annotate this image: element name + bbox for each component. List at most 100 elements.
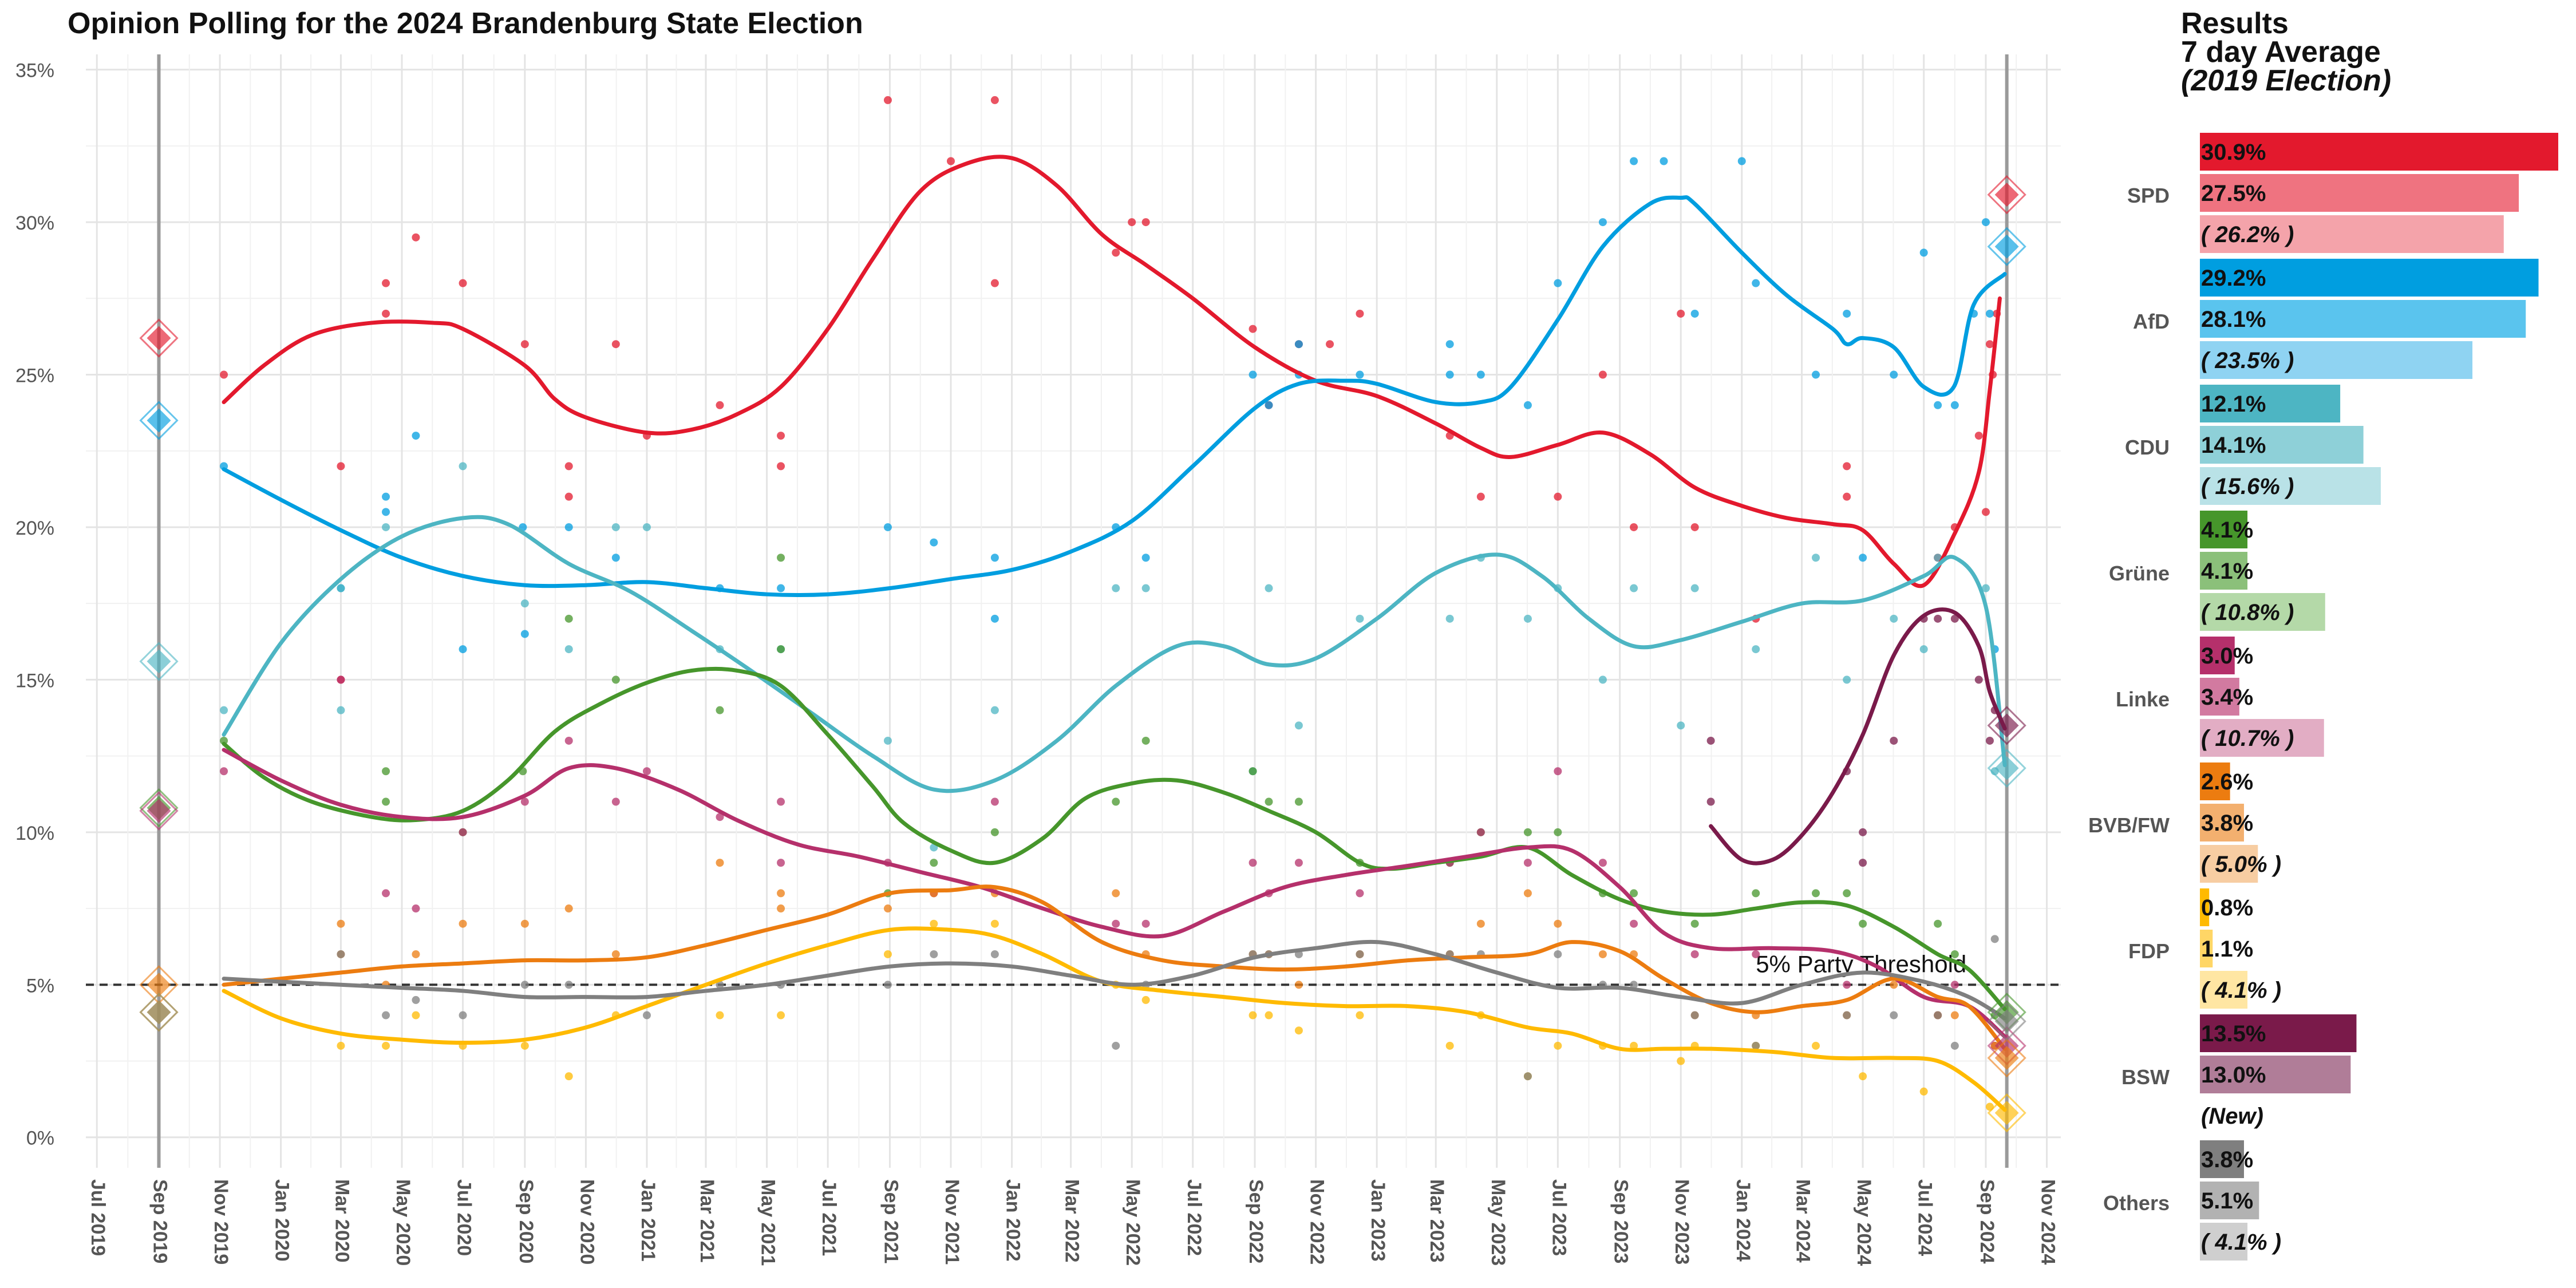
poll-point-afd	[1690, 309, 1699, 318]
poll-point-cdu	[611, 523, 620, 531]
poll-point-spd	[412, 233, 420, 242]
poll-point-cdu	[520, 599, 529, 608]
poll-point-afd	[1249, 370, 1257, 379]
poll-point-cdu	[1445, 614, 1454, 623]
poll-point-linke	[1141, 919, 1150, 928]
poll-point-fdp	[1677, 1057, 1685, 1065]
poll-point-spd	[1112, 248, 1120, 257]
poll-point-spd	[947, 157, 955, 165]
poll-point-spd	[1141, 218, 1150, 227]
poll-point-bsw	[1985, 736, 1994, 745]
poll-point-afd	[1265, 401, 1273, 409]
x-tick-label: Jul 2024	[1914, 1179, 1936, 1256]
y-tick-label: 5%	[26, 975, 54, 997]
bar-bvb-fw-2019-election	[2200, 845, 2258, 883]
x-tick-label: Mar 2022	[1061, 1179, 1083, 1263]
poll-point-afd	[883, 523, 892, 531]
diamond-outline	[1987, 1093, 2026, 1133]
poll-point-bvb-fw	[777, 889, 785, 898]
bar-cdu-2019-election	[2200, 467, 2381, 505]
bar-gruene-results	[2200, 511, 2248, 548]
poll-point-spd	[459, 279, 467, 287]
poll-point-spd	[382, 309, 390, 318]
bar-label-linke-results: 3.0%	[2201, 643, 2253, 669]
poll-point-spd	[990, 279, 999, 287]
x-tick-label: May 2022	[1122, 1179, 1144, 1266]
poll-point-others	[1990, 935, 1999, 943]
bar-label-spd-7-day-average: 27.5%	[2201, 181, 2266, 206]
poll-point-gruene	[220, 736, 228, 745]
bar-label-linke-7-day-average: 3.4%	[2201, 685, 2253, 710]
poll-point-others	[1523, 1072, 1532, 1081]
poll-point-spd	[1326, 340, 1334, 349]
x-tick-label: May 2024	[1853, 1179, 1875, 1266]
results-title-line-2: 7 day Average	[2181, 35, 2381, 69]
poll-point-gruene	[1752, 889, 1760, 898]
poll-point-afd	[930, 538, 938, 547]
poll-point-linke	[564, 736, 573, 745]
diamond-fill	[1994, 756, 2019, 780]
poll-point-afd	[1294, 340, 1303, 349]
bar-bsw-results	[2200, 1014, 2357, 1052]
diamond-fill	[1994, 1033, 2019, 1058]
poll-point-fdp	[564, 1072, 573, 1081]
poll-point-others	[1112, 1041, 1120, 1050]
poll-point-linke	[220, 767, 228, 776]
bar-bvb-fw-results	[2200, 762, 2230, 800]
poll-point-cdu	[1598, 675, 1607, 684]
diamond-fill	[147, 649, 171, 674]
bar-label-cdu-2019-election: ( 15.6% )	[2201, 474, 2294, 499]
x-tick-label: Nov 2022	[1306, 1179, 1328, 1265]
poll-point-others	[1554, 950, 1562, 958]
poll-point-spd	[1981, 508, 1990, 516]
poll-point-linke	[1554, 767, 1562, 776]
bar-label-bvb-fw-results: 2.6%	[2201, 769, 2253, 795]
poll-point-afd	[1141, 554, 1150, 562]
poll-point-fdp	[1919, 1087, 1928, 1096]
poll-point-afd	[1445, 340, 1454, 349]
party-label-bvb-fw: BVB/FW	[2088, 813, 2170, 837]
result-2019-marker-linke	[139, 791, 179, 831]
poll-point-linke	[1690, 950, 1699, 958]
party-label-linke: Linke	[2116, 688, 2170, 711]
poll-point-cdu	[220, 706, 228, 714]
poll-point-linke	[777, 859, 785, 867]
poll-point-afd	[459, 645, 467, 654]
y-tick-label: 20%	[15, 517, 54, 539]
trend-line-gruene	[222, 666, 2007, 1012]
poll-point-gruene	[1843, 889, 1851, 898]
bar-label-bsw-7-day-average: 13.0%	[2201, 1062, 2266, 1088]
result-2019-marker-others	[139, 993, 179, 1032]
bar-label-fdp-7-day-average: 1.1%	[2201, 937, 2253, 962]
trend-line-bvb-fw	[222, 884, 2007, 1051]
trend-line-linke	[222, 748, 2007, 1039]
bar-label-spd-2019-election: ( 26.2% )	[2201, 222, 2294, 247]
poll-point-gruene	[1265, 797, 1273, 806]
diamond-outline	[1987, 1002, 2026, 1041]
poll-point-afd	[1985, 309, 1994, 318]
poll-point-gruene	[1630, 889, 1638, 898]
bar-label-bsw-results: 13.5%	[2201, 1021, 2266, 1046]
diamond-fill	[147, 799, 171, 823]
poll-point-bvb-fw	[1112, 889, 1120, 898]
poll-point-others	[716, 981, 724, 989]
poll-point-fdp	[1812, 1041, 1820, 1050]
poll-point-afd	[1737, 157, 1746, 165]
poll-point-cdu	[1523, 614, 1532, 623]
poll-point-gruene	[777, 645, 785, 654]
bar-label-others-7-day-average: 5.1%	[2201, 1188, 2253, 1214]
bar-afd-2019-election	[2200, 341, 2473, 379]
result-2024-marker-fdp	[1987, 1093, 2026, 1133]
diamond-fill	[147, 973, 171, 997]
party-label-spd: SPD	[2127, 184, 2170, 207]
poll-point-others	[382, 1011, 390, 1020]
poll-point-bvb-fw	[1950, 1011, 1959, 1020]
poll-point-spd	[220, 370, 228, 379]
poll-point-bsw	[1706, 797, 1715, 806]
x-tick-label: Mar 2023	[1426, 1179, 1448, 1263]
poll-point-linke	[990, 797, 999, 806]
poll-point-gruene	[777, 554, 785, 562]
poll-point-fdp	[1249, 1011, 1257, 1020]
poll-point-cdu	[1752, 645, 1760, 654]
y-tick-label: 30%	[15, 212, 54, 234]
